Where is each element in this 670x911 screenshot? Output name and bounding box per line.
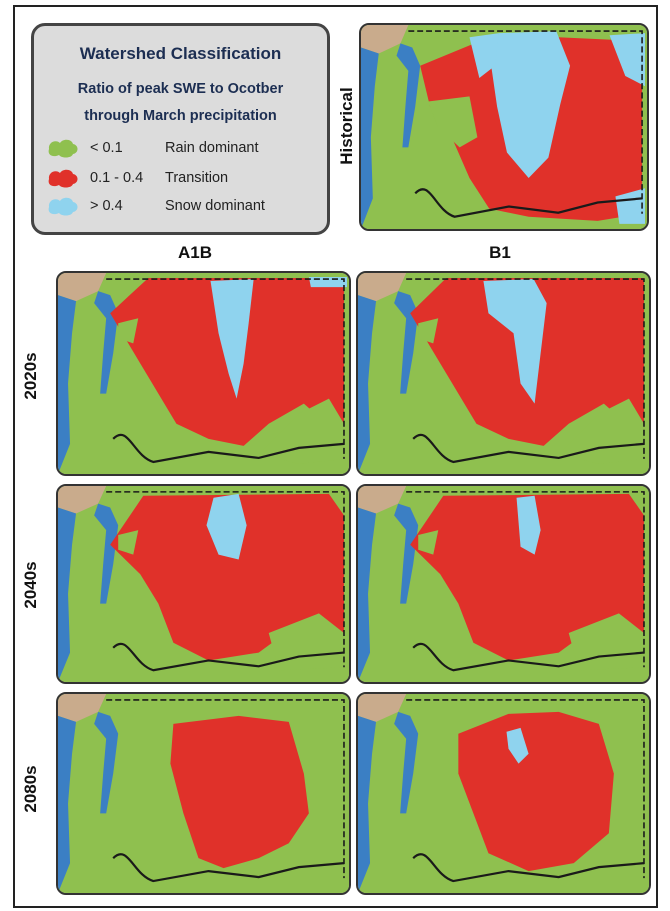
legend-subtitle-line2: through March precipitation (84, 108, 277, 124)
state-border (106, 491, 345, 668)
pacific-ocean (358, 715, 377, 893)
legend-transition-value: 0.1 - 0.4 (90, 170, 144, 186)
columbia-river-border (412, 433, 645, 464)
rain-region (258, 398, 344, 464)
map-b1-2040s (356, 484, 651, 684)
transition-region (170, 715, 309, 869)
row-label-historical: Historical (337, 87, 356, 165)
snow-region (506, 727, 529, 764)
columbia-river-border (412, 642, 645, 672)
puget-sound (394, 711, 419, 814)
legend: Watershed Classification Ratio of peak S… (31, 23, 330, 235)
map-a1b-2040s-svg (58, 486, 349, 682)
canada-land (58, 694, 107, 722)
pacific-ocean (58, 507, 77, 682)
map-historical (359, 23, 649, 231)
canada-land (358, 694, 407, 722)
transition-region (410, 493, 644, 661)
rain-region (118, 318, 139, 344)
puget-sound (94, 291, 119, 394)
row-label-2020s: 2020s (21, 352, 40, 400)
map-b1-2080s (356, 692, 651, 895)
pacific-ocean (58, 715, 77, 893)
map-a1b-2020s-svg (58, 273, 349, 474)
state-border (106, 699, 345, 879)
pacific-ocean (361, 47, 379, 229)
rain-region (418, 530, 439, 555)
map-a1b-2080s-svg (58, 694, 349, 893)
snow-region (206, 493, 247, 560)
canada-land (58, 273, 107, 302)
state-border (106, 278, 345, 459)
snow-region (483, 279, 547, 404)
legend-subtitle-line1: Ratio of peak SWE to Ocotber (77, 81, 284, 97)
map-b1-2020s (356, 271, 651, 476)
map-b1-2080s-svg (358, 694, 649, 893)
puget-sound (94, 711, 119, 814)
row-label-2080s: 2080s (21, 765, 40, 813)
rain-region (268, 613, 344, 671)
row-label-2040s: 2040s (21, 561, 40, 609)
legend-title: Watershed Classification (79, 44, 282, 63)
legend-rain-value: < 0.1 (90, 140, 123, 156)
legend-snow-value: > 0.4 (90, 198, 123, 214)
snow-region (615, 188, 646, 224)
pacific-ocean (58, 295, 77, 474)
legend-rain-label: Rain dominant (165, 140, 259, 156)
rain-region (118, 530, 139, 555)
snow-region (469, 33, 500, 79)
pacific-ocean (358, 295, 377, 474)
columbia-river-border (112, 853, 345, 883)
column-label-b1: B1 (489, 243, 511, 262)
state-border (406, 491, 645, 668)
canada-land (358, 486, 407, 514)
legend-snow-label: Snow dominant (165, 198, 265, 214)
puget-sound (394, 503, 419, 604)
canada-land (58, 486, 107, 514)
columbia-river-border (414, 188, 643, 218)
map-b1-2040s-svg (358, 486, 649, 682)
legend-snow-swatch (48, 197, 78, 216)
rain-region (568, 613, 644, 671)
puget-sound (94, 503, 119, 604)
snow-region (491, 31, 571, 179)
columbia-river-border (112, 642, 345, 672)
rain-region (558, 398, 644, 464)
map-a1b-2040s (56, 484, 351, 684)
pacific-ocean (358, 507, 377, 682)
rain-region (428, 96, 478, 148)
puget-sound (396, 43, 421, 148)
map-a1b-2020s (56, 271, 351, 476)
legend-transition-swatch (48, 169, 78, 188)
columbia-river-border (412, 853, 645, 883)
canada-land (361, 25, 409, 54)
map-a1b-2080s (56, 692, 351, 895)
snow-region (516, 495, 541, 555)
columbia-river-border (112, 433, 345, 464)
map-b1-2020s-svg (358, 273, 649, 474)
puget-sound (394, 291, 419, 394)
snow-region (210, 279, 254, 399)
column-label-a1b: A1B (177, 243, 212, 262)
snow-region (609, 33, 646, 87)
canada-land (358, 273, 407, 302)
rain-region (418, 318, 439, 344)
state-border (406, 699, 645, 879)
state-border (406, 278, 645, 459)
legend-rain-swatch (48, 139, 78, 158)
state-border (408, 30, 643, 214)
transition-region (110, 493, 344, 661)
transition-region (458, 711, 614, 872)
map-historical-svg (361, 25, 647, 229)
legend-transition-label: Transition (165, 170, 229, 186)
